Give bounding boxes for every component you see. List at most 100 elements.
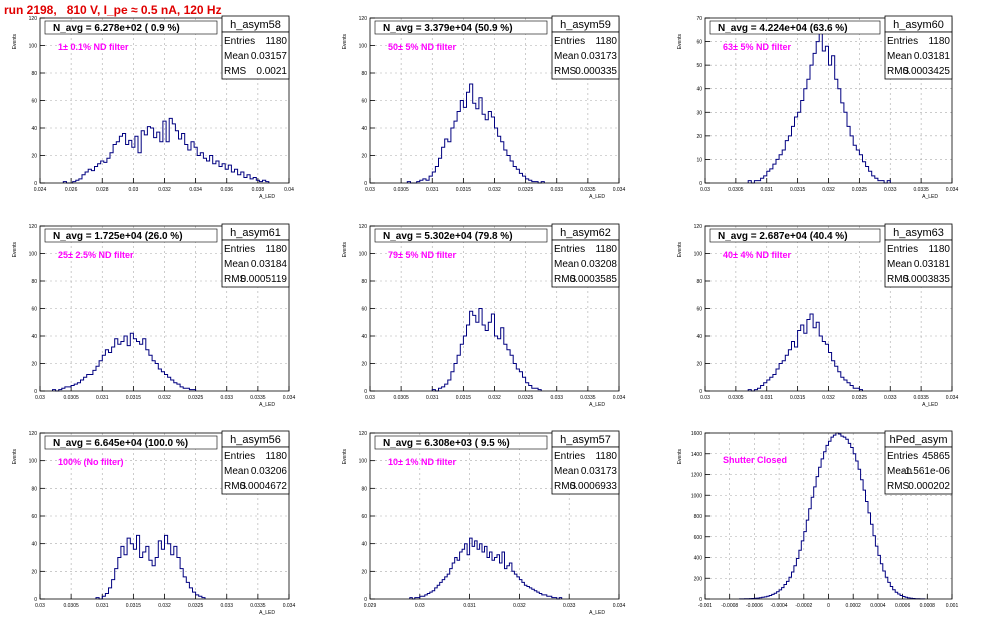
annotation-box (709, 20, 881, 35)
x-tick-label: 0.033 (884, 187, 897, 193)
x-tick-label: 0.0335 (580, 395, 596, 401)
stat-label: Entries (224, 244, 255, 255)
stat-label: Entries (887, 244, 918, 255)
x-tick-label: 0.03 (365, 187, 375, 193)
y-axis-label: Events (12, 34, 18, 50)
y-tick-label: 80 (361, 71, 367, 77)
stat-label: Mean (887, 466, 912, 477)
x-tick-label: 0.03 (35, 603, 45, 609)
x-tick-label: 0.0335 (250, 395, 266, 401)
filter-note: 10± 1% ND filter (388, 457, 456, 467)
x-tick-label: 0.0008 (920, 603, 936, 609)
stat-label: RMS (887, 481, 910, 492)
y-tick-label: 0 (34, 597, 37, 603)
y-tick-label: 120 (359, 224, 368, 230)
y-tick-label: 0 (699, 389, 702, 395)
stats-box (551, 446, 620, 495)
x-tick-label: 0.0315 (790, 395, 806, 401)
y-tick-label: 40 (361, 126, 367, 132)
stat-label: Mean (554, 466, 579, 477)
x-tick-label: 0.0335 (250, 603, 266, 609)
y-axis-label: Events (12, 449, 18, 465)
histogram-line (431, 308, 542, 392)
y-axis-label: Events (677, 242, 683, 258)
y-tick-label: 40 (31, 126, 37, 132)
y-tick-label: 20 (361, 154, 367, 160)
stat-label: Entries (554, 451, 585, 462)
stats-box (884, 239, 953, 288)
y-tick-label: 20 (361, 362, 367, 368)
x-tick-label: 0.04 (284, 187, 294, 193)
stat-value: 0.03208 (581, 259, 618, 270)
stat-value: 0.03181 (914, 51, 951, 62)
y-axis-label: Events (342, 34, 348, 50)
stat-label: RMS (224, 66, 247, 77)
x-tick-label: 0.033 (550, 187, 563, 193)
y-tick-label: 0 (364, 597, 367, 603)
n-avg-annotation: N_avg = 4.224e+04 (63.6 %) (718, 23, 848, 34)
histogram-name: h_asym56 (230, 434, 281, 446)
x-tick-label: 0.0305 (63, 395, 79, 401)
stats-box (551, 31, 620, 80)
x-tick-label: -0.0008 (721, 603, 738, 609)
annotation-box (709, 228, 881, 243)
y-tick-label: 120 (359, 431, 368, 437)
histogram-name: h_asym60 (893, 19, 944, 31)
histogram-name: h_asym62 (560, 227, 611, 239)
x-tick-label: 0.001 (946, 603, 959, 609)
plot-frame (39, 225, 290, 392)
y-axis-label: Events (677, 449, 683, 465)
y-tick-label: 100 (29, 252, 38, 258)
stat-value: 1180 (595, 36, 617, 47)
x-tick-label: 0.032 (822, 187, 835, 193)
y-tick-label: 70 (696, 16, 702, 22)
stat-label: Entries (887, 36, 918, 47)
stats-box (884, 446, 953, 495)
stat-value: 0.03206 (251, 466, 288, 477)
stats-box (221, 31, 290, 80)
stat-label: RMS (887, 274, 910, 285)
y-tick-label: 1600 (691, 431, 702, 437)
histogram-panel-h_asym63: 0 20 40 60 80 100 120 0.03 0.0305 0.031 0.0315 0.03… (677, 223, 958, 408)
stat-label: Entries (554, 36, 585, 47)
y-axis-label: Events (12, 242, 18, 258)
x-tick-label: 0.0325 (188, 603, 204, 609)
annotation-box (374, 20, 548, 35)
y-tick-label: 20 (31, 154, 37, 160)
histogram-panel-h_asym60: 0 10 20 30 40 50 60 70 0.03 0.0305 0.031 0.0315 0.03… (677, 15, 958, 200)
y-tick-label: 20 (696, 134, 702, 140)
x-tick-label: 0.0325 (188, 395, 204, 401)
stat-label: Entries (887, 451, 918, 462)
x-tick-label: 0.031 (96, 603, 109, 609)
histogram-name: h_asym59 (560, 19, 611, 31)
x-tick-label: 0.031 (426, 187, 439, 193)
histogram-panel-h_asym57: 0 20 40 60 80 100 120 0.029 0.03 0.031 0.032 0.033 0… (342, 430, 625, 616)
n-avg-annotation: N_avg = 6.308e+03 ( 9.5 %) (383, 438, 510, 449)
y-tick-label: 400 (694, 556, 703, 562)
y-tick-label: 100 (359, 252, 368, 258)
stat-label: Mean (887, 259, 912, 270)
y-tick-label: 40 (696, 87, 702, 93)
stat-label: Mean (554, 51, 579, 62)
histogram-name: hPed_asym (889, 434, 947, 446)
y-tick-label: 120 (694, 224, 703, 230)
x-tick-label: 0.0315 (456, 187, 472, 193)
stat-value: 1180 (595, 244, 617, 255)
stats-box (221, 446, 290, 495)
y-tick-label: 20 (361, 569, 367, 575)
run-title: run 2198, 810 V, I_pe ≈ 0.5 nA, 120 Hz (4, 3, 222, 17)
y-tick-label: 120 (29, 224, 38, 230)
plot-frame (369, 17, 620, 184)
x-axis-label: A_LED (259, 194, 275, 200)
x-tick-label: 0.0004 (870, 603, 886, 609)
stat-label: Entries (554, 244, 585, 255)
y-tick-label: 20 (31, 362, 37, 368)
stat-value: 0.03181 (914, 259, 951, 270)
y-tick-label: 60 (31, 99, 37, 105)
x-tick-label: 0.033 (884, 395, 897, 401)
annotation-box (374, 228, 548, 243)
y-tick-label: 80 (31, 486, 37, 492)
filter-note: 63± 5% ND filter (723, 42, 791, 52)
x-tick-label: 0.03 (700, 395, 710, 401)
y-tick-label: 100 (359, 459, 368, 465)
